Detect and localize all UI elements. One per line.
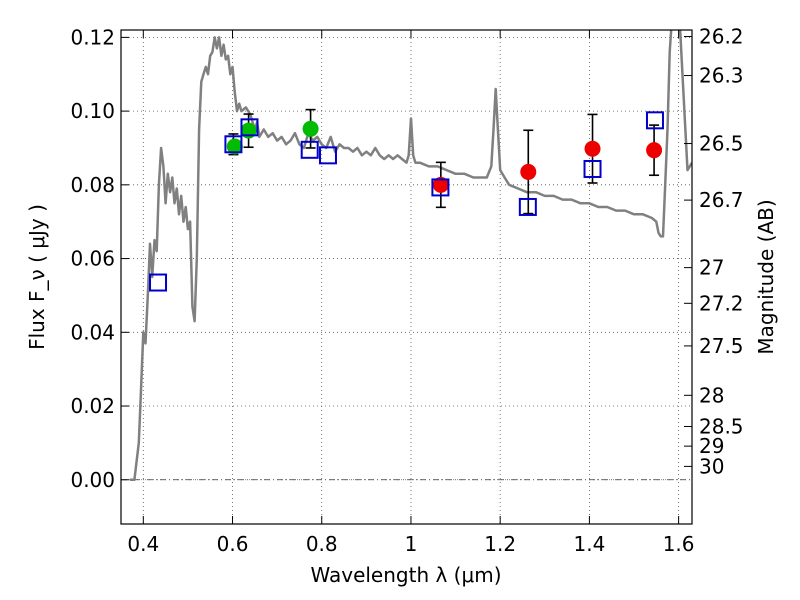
mag-tick-label: 26.7 [699,188,744,212]
model-square-point [240,118,259,137]
x-tick-label: 0.6 [217,532,249,556]
mag-tick-label: 26.3 [699,64,744,88]
y-tick-label: 0.06 [70,247,115,271]
red-photometry-point [646,142,663,159]
x-tick-labels: 0.4 0.6 0.8 1 1.2 1.4 1.6 [127,532,694,556]
photometry-points [226,120,663,193]
red-photometry-point [584,140,601,157]
model-square-point [224,135,243,154]
model-square-point [149,273,168,292]
red-photometry-point [432,176,449,193]
mag-tick-label: 27.2 [699,291,744,315]
model-spectrum [129,30,692,482]
mag-tick-label: 27 [699,256,724,280]
x-tick-label: 1.6 [663,532,695,556]
mag-tick-label: 26.2 [699,25,744,49]
grid [121,30,692,524]
model-square-point [431,178,450,197]
y-tick-label: 0.04 [70,320,115,344]
model-square-point [583,159,602,178]
y-tick-label: 0.02 [70,394,115,418]
y-tick-label: 0.10 [70,99,115,123]
mag-tick-label: 29 [699,434,724,458]
mag-tick-label: 28.5 [699,414,744,438]
right-axis-title: Magnitude (AB) [754,199,778,354]
y-tick-labels: 0.00 0.02 0.04 0.06 0.08 0.10 0.12 [70,25,115,491]
model-square-point [318,146,337,165]
model-photometry-squares [149,111,664,292]
y-tick-label: 0.12 [70,25,115,49]
mag-tick-label: 26.5 [699,132,744,156]
y-tick-label: 0.08 [70,173,115,197]
red-photometry-point [520,163,537,180]
y-axis-title: Flux F_ν ( μJy ) [25,204,49,350]
green-photometry-point [302,120,319,137]
plot-frame [120,29,693,525]
model-square-point [645,111,664,130]
y-tick-label: 0.00 [70,468,115,492]
x-tick-label: 1 [405,532,418,556]
x-tick-label: 1.2 [484,532,516,556]
model-square-point [300,140,319,159]
mag-tick-label: 28 [699,383,724,407]
model-spectrum-line [129,30,692,482]
model-square-point [518,197,537,216]
mag-tick-label: 27.5 [699,334,744,358]
x-axis-title: Wavelength λ (μm) [310,563,501,587]
x-tick-label: 0.8 [306,532,338,556]
axis-ticks [121,30,692,524]
x-tick-label: 0.4 [127,532,159,556]
x-tick-label: 1.4 [573,532,605,556]
green-photometry-point [226,138,243,155]
mag-tick-label: 30 [699,454,724,478]
